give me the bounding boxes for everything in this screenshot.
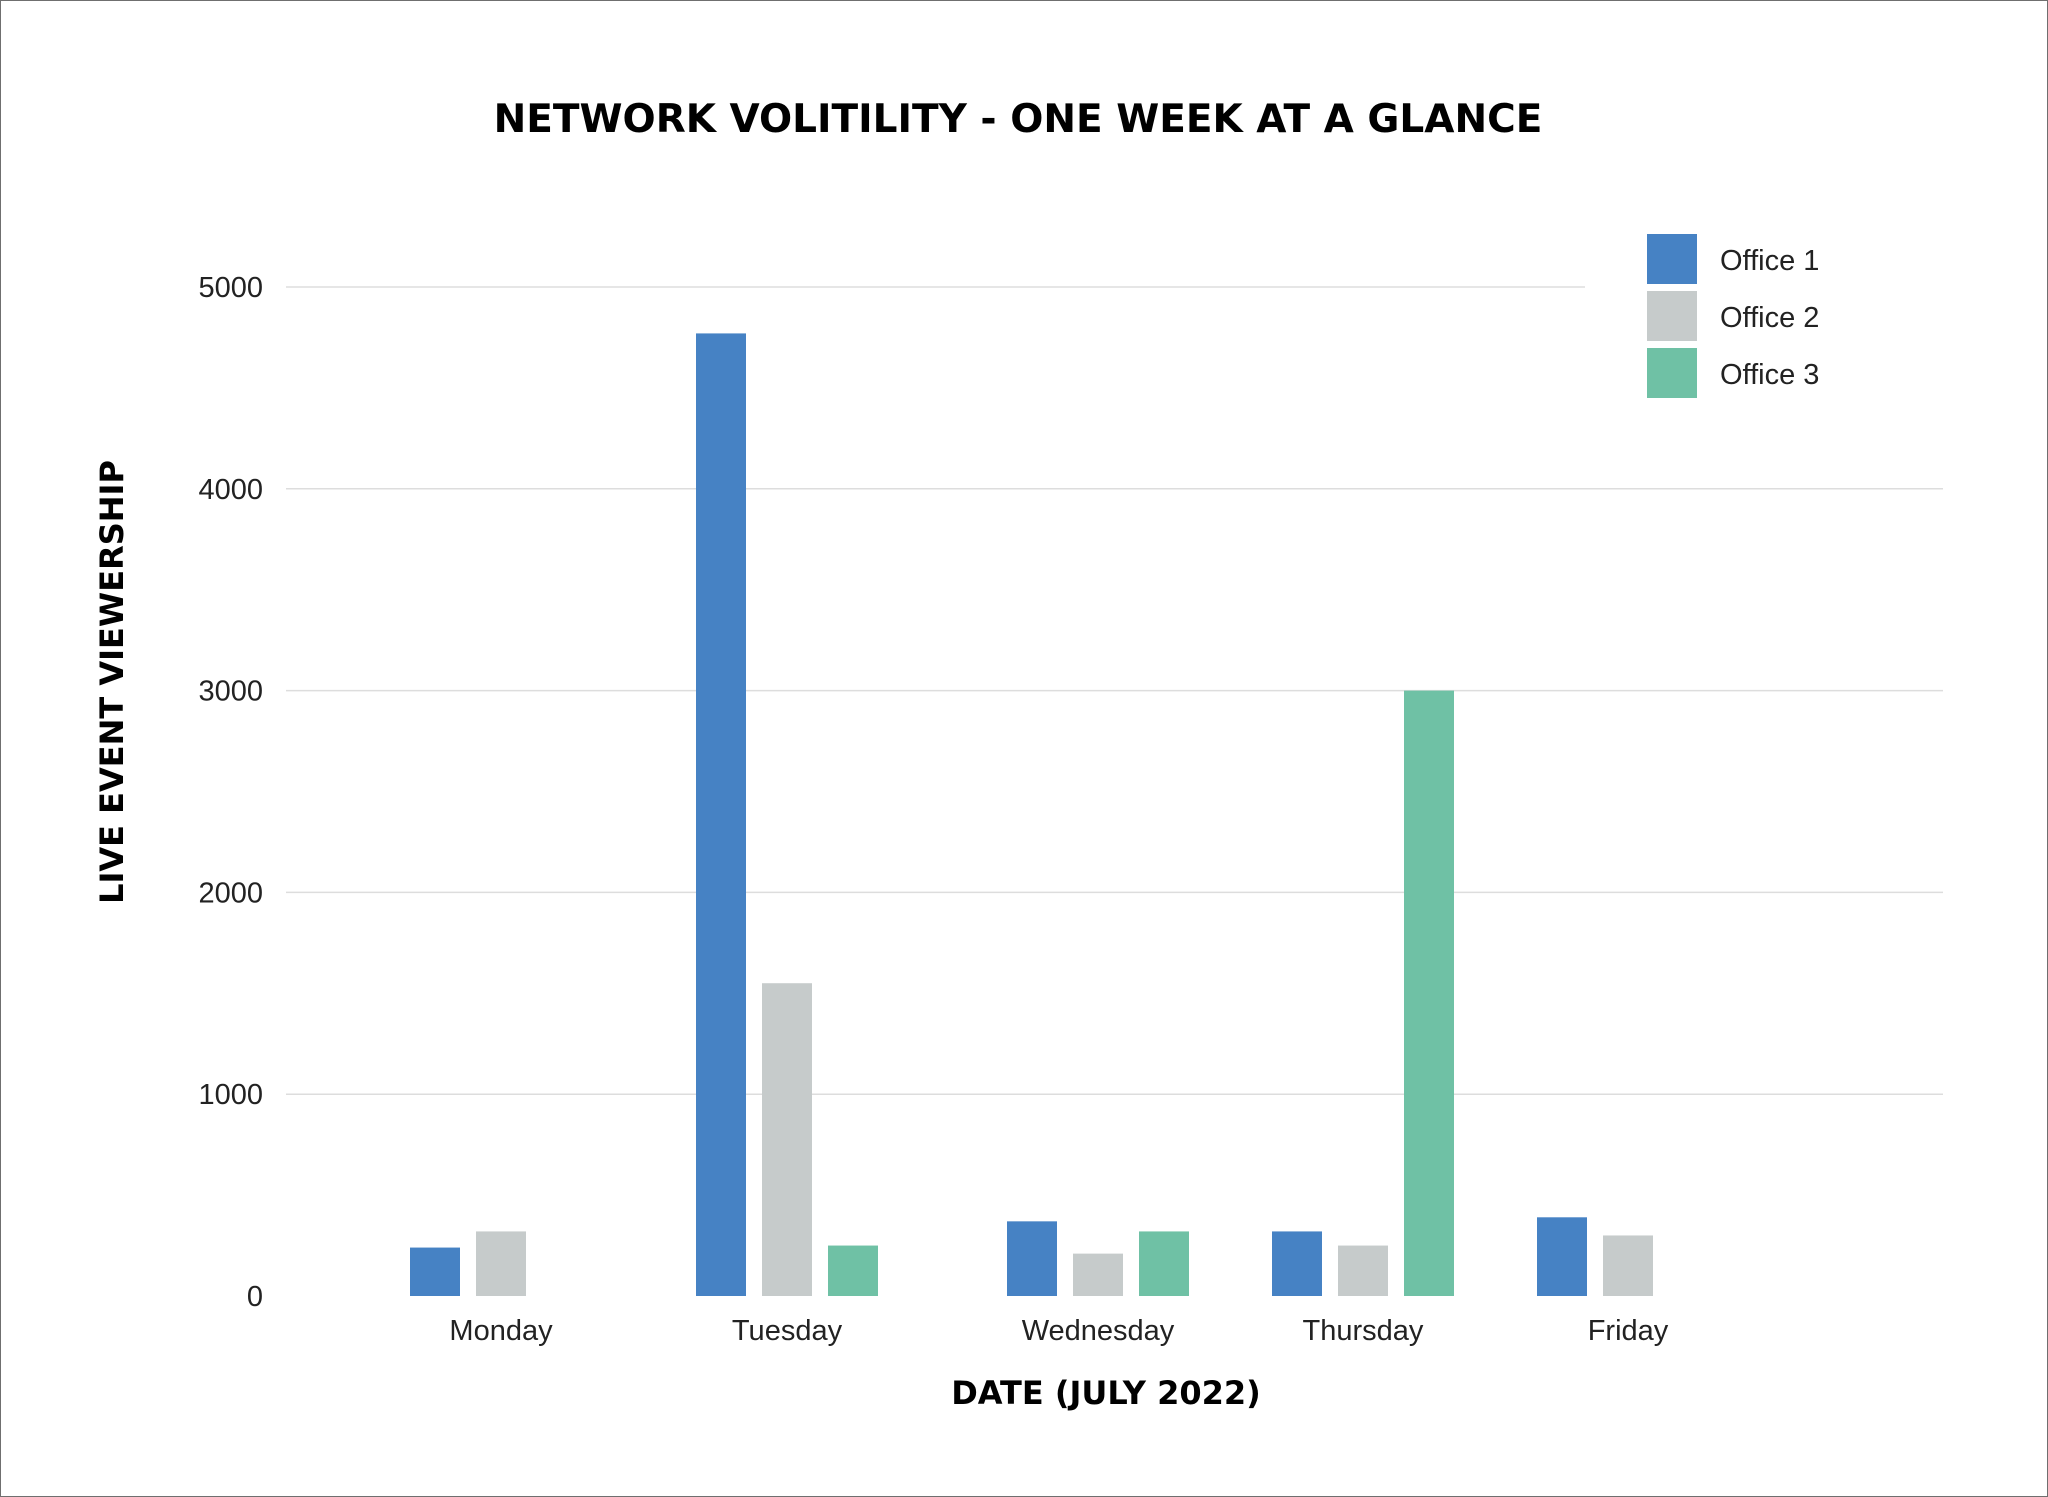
bar-office-3-thursday	[1404, 690, 1454, 1296]
bar-office-1-wednesday	[1007, 1221, 1057, 1296]
chart-title: NETWORK VOLITILITY - ONE WEEK AT A GLANC…	[494, 97, 1543, 142]
y-tick-label: 4000	[198, 474, 263, 506]
y-axis-title: LIVE EVENT VIEWERSHIP	[93, 460, 131, 904]
legend-swatch	[1647, 291, 1697, 341]
bar-office-2-friday	[1603, 1235, 1653, 1296]
x-tick-label: Wednesday	[1022, 1315, 1175, 1347]
bar-office-3-tuesday	[828, 1245, 878, 1296]
y-tick-label: 2000	[198, 877, 263, 909]
x-tick-label: Friday	[1588, 1315, 1669, 1347]
legend-label: Office 3	[1720, 359, 1819, 391]
y-tick-label: 3000	[198, 676, 263, 708]
legend-swatch	[1647, 348, 1697, 398]
bar-office-3-wednesday	[1139, 1231, 1189, 1296]
x-tick-label: Thursday	[1303, 1315, 1424, 1347]
legend-label: Office 1	[1720, 245, 1819, 277]
x-tick-label: Tuesday	[732, 1315, 843, 1347]
legend-label: Office 2	[1720, 302, 1819, 334]
bar-office-1-thursday	[1272, 1231, 1322, 1296]
y-tick-label: 1000	[198, 1079, 263, 1111]
y-tick-label: 5000	[198, 272, 263, 304]
legend: Office 1 Office 2 Office 3	[1647, 234, 1819, 398]
bar-office-2-tuesday	[762, 983, 812, 1296]
bar-office-2-monday	[476, 1231, 526, 1296]
gridlines	[286, 286, 1943, 1095]
bar-office-2-thursday	[1338, 1245, 1388, 1296]
bar-office-2-wednesday	[1073, 1253, 1123, 1296]
bar-office-1-tuesday	[696, 333, 746, 1296]
legend-swatch	[1647, 234, 1697, 284]
x-tick-label: Monday	[449, 1315, 553, 1347]
x-axis-ticks: Monday Tuesday Wednesday Thursday Friday	[449, 1315, 1668, 1347]
y-tick-label: 0	[247, 1281, 263, 1313]
y-axis-ticks: 0 1000 2000 3000 4000 5000	[198, 272, 263, 1313]
x-axis-title: DATE (JULY 2022)	[951, 1374, 1261, 1412]
bar-office-1-monday	[410, 1247, 460, 1296]
bar-office-1-friday	[1537, 1217, 1587, 1296]
bars	[410, 333, 1653, 1296]
